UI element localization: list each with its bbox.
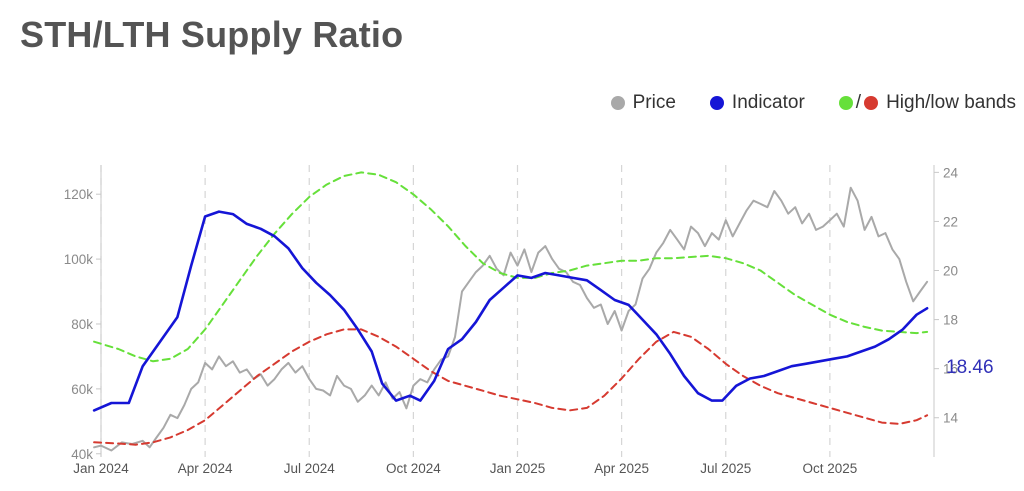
x-tick-label: Jul 2025 (700, 461, 751, 476)
legend-label-indicator: Indicator (731, 92, 805, 113)
x-tick-label: Apr 2025 (594, 461, 649, 476)
y-left-tick-label: 60k (71, 382, 93, 397)
tick-labels: Jan 2024 Apr 2024 Jul 2024 Oct 2024 Jan 2025… (64, 165, 959, 476)
high-band-line (93, 171, 929, 363)
y-right-tick-label: 22 (943, 214, 958, 229)
indicator-dot-icon (709, 96, 724, 110)
indicator-line (92, 210, 929, 412)
legend-label-price: Price (632, 92, 676, 113)
x-tick-label: Jan 2025 (490, 461, 546, 476)
y-right-tick-label: 16 (943, 362, 958, 377)
high-band-dot-icon (838, 96, 853, 110)
page-title: STH/LTH Supply Ratio (20, 14, 404, 55)
x-tick-label: Jul 2024 (284, 461, 336, 476)
price-line (93, 186, 929, 452)
grid (100, 165, 831, 457)
y-left-tick-label: 120k (64, 187, 94, 202)
y-right-tick-label: 24 (943, 165, 959, 180)
y-left-tick-label: 100k (64, 252, 94, 267)
legend-item-price[interactable]: Price (610, 92, 676, 114)
y-right-tick-label: 20 (943, 264, 958, 279)
legend-label-bands: High/low bands (886, 92, 1016, 113)
x-tick-label: Oct 2024 (386, 461, 441, 476)
y-right-tick-label: 18 (943, 313, 958, 328)
low-band-line (93, 328, 929, 446)
low-band-dot-icon (864, 96, 879, 110)
x-tick-label: Jan 2024 (73, 461, 129, 476)
current-value-label: 18.46 (946, 357, 994, 378)
legend-item-bands[interactable]: / High/low bands (838, 92, 1016, 114)
legend-slash: / (855, 92, 862, 113)
series (92, 171, 929, 452)
legend-item-indicator[interactable]: Indicator (709, 92, 805, 114)
price-dot-icon (610, 96, 625, 110)
y-left-tick-label: 40k (71, 447, 93, 462)
x-tick-label: Oct 2025 (802, 461, 857, 476)
x-tick-label: Apr 2024 (178, 461, 233, 476)
legend: Price Indicator / High/low bands (610, 92, 1016, 114)
y-right-tick-label: 14 (943, 411, 959, 426)
y-left-tick-label: 80k (71, 317, 93, 332)
